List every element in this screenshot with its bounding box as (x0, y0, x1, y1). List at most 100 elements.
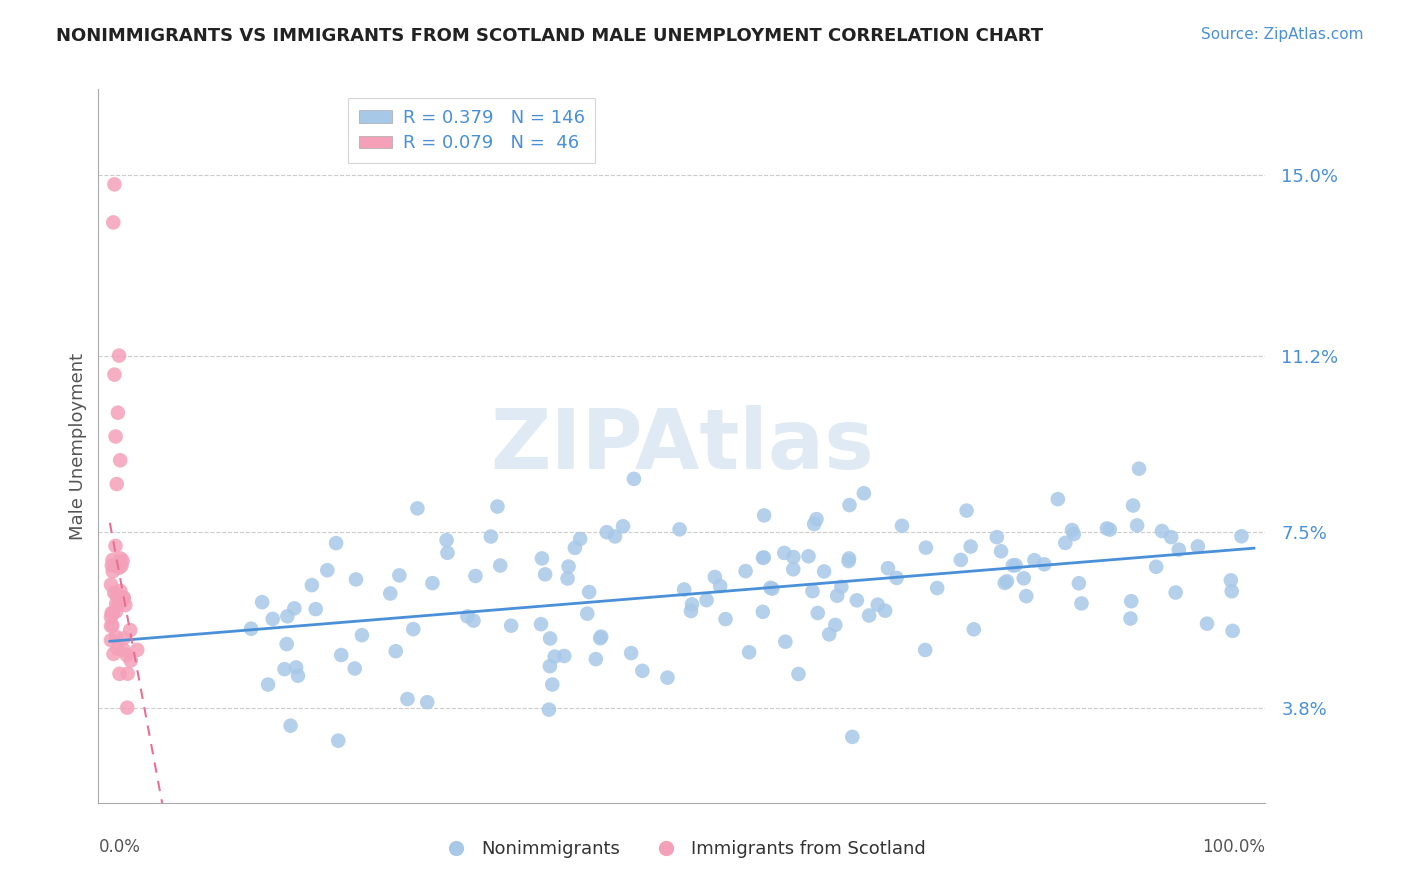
Point (553, 648, 575, 663)
Text: 100.0%: 100.0% (1202, 838, 1265, 856)
Point (110, 551, 132, 566)
Point (852, 486, 875, 500)
Point (344, 573, 367, 587)
Point (436, 546, 458, 560)
Point (538, 632, 561, 646)
Point (1119, 611, 1142, 625)
Point (273, 662, 295, 676)
Point (782, 549, 804, 564)
Point (1063, 527, 1085, 541)
Text: Source: ZipAtlas.com: Source: ZipAtlas.com (1201, 27, 1364, 42)
Point (1230, 529, 1253, 543)
Point (283, 601, 305, 615)
Point (104, 429, 127, 443)
Point (1128, 461, 1150, 475)
Point (388, 568, 411, 582)
Point (858, 608, 880, 623)
Text: 0.0%: 0.0% (98, 838, 141, 856)
Point (576, 607, 599, 621)
Point (101, 618, 124, 632)
Point (537, 703, 560, 717)
Point (301, 578, 323, 592)
Point (530, 617, 553, 632)
Point (396, 692, 419, 706)
Point (534, 567, 557, 582)
Point (100, 606, 122, 620)
Point (305, 602, 328, 616)
Point (104, 630, 127, 644)
Point (1095, 521, 1118, 535)
Point (330, 648, 353, 662)
Point (657, 671, 679, 685)
Point (103, 215, 125, 229)
Point (111, 554, 134, 568)
Point (1015, 589, 1038, 603)
Point (402, 622, 425, 636)
Point (541, 677, 564, 691)
Point (1164, 585, 1187, 599)
Point (316, 563, 339, 577)
Point (1024, 553, 1046, 567)
Point (875, 604, 897, 618)
Point (807, 606, 830, 620)
Point (738, 645, 761, 659)
Point (108, 560, 131, 574)
Point (103, 368, 125, 382)
Point (1160, 530, 1182, 544)
Point (1012, 571, 1035, 585)
Point (1122, 499, 1144, 513)
Point (501, 618, 523, 632)
Point (845, 593, 868, 607)
Point (120, 653, 142, 667)
Point (782, 562, 804, 576)
Point (752, 550, 775, 565)
Point (100, 610, 122, 624)
Point (612, 519, 634, 533)
Point (1144, 559, 1167, 574)
Point (963, 623, 986, 637)
Point (117, 700, 139, 714)
Point (797, 549, 820, 564)
Point (696, 593, 718, 607)
Point (1167, 542, 1189, 557)
Point (569, 532, 592, 546)
Point (623, 472, 645, 486)
Point (117, 666, 139, 681)
Point (1067, 576, 1090, 591)
Text: ZIPAtlas: ZIPAtlas (489, 406, 875, 486)
Point (276, 609, 298, 624)
Point (456, 609, 478, 624)
Point (120, 623, 142, 637)
Point (1004, 558, 1026, 573)
Point (127, 643, 149, 657)
Point (830, 580, 852, 594)
Point (101, 553, 124, 567)
Point (673, 582, 696, 597)
Point (734, 564, 756, 578)
Point (100, 577, 122, 591)
Point (1121, 594, 1143, 608)
Point (1219, 574, 1241, 588)
Point (262, 612, 284, 626)
Point (838, 498, 860, 512)
Point (416, 695, 439, 709)
Point (530, 551, 553, 566)
Point (240, 622, 263, 636)
Point (1220, 584, 1243, 599)
Point (1187, 540, 1209, 554)
Point (107, 641, 129, 656)
Point (463, 614, 485, 628)
Point (486, 500, 509, 514)
Point (325, 536, 347, 550)
Point (891, 518, 914, 533)
Point (589, 632, 612, 646)
Point (620, 646, 643, 660)
Point (841, 730, 863, 744)
Point (714, 612, 737, 626)
Point (818, 627, 841, 641)
Point (250, 595, 273, 609)
Point (990, 544, 1012, 558)
Point (112, 642, 135, 657)
Point (825, 589, 848, 603)
Point (564, 541, 586, 555)
